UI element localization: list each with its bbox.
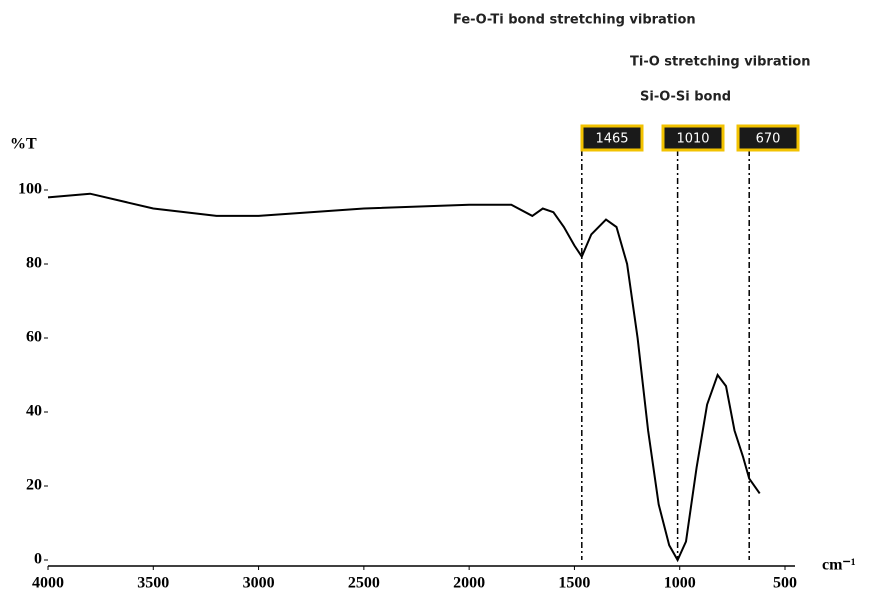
- y-tick-label: 80: [26, 255, 42, 272]
- y-tick-label: 0: [34, 551, 42, 568]
- y-tick-label: 20: [26, 477, 42, 494]
- y-tick-label: 40: [26, 403, 42, 420]
- y-tick-label: 60: [26, 329, 42, 346]
- x-tick-label: 4000: [32, 575, 64, 592]
- y-tick-label: 100: [18, 181, 42, 198]
- y-axis-label: %T: [10, 136, 37, 153]
- annotation: Si-O-Si bond: [640, 90, 731, 105]
- x-tick-label: 3500: [137, 575, 169, 592]
- peak-label: 1010: [676, 132, 709, 147]
- x-tick-label: 1500: [558, 575, 590, 592]
- x-tick-label: 500: [773, 575, 797, 592]
- x-tick-label: 1000: [664, 575, 696, 592]
- spectrum-line: [47, 192, 761, 563]
- peak-label: 670: [756, 132, 781, 147]
- x-axis-label: cm⁻¹: [822, 557, 856, 574]
- x-tick-label: 2000: [453, 575, 485, 592]
- annotation: Fe-O-Ti bond stretching vibration: [453, 13, 696, 28]
- x-tick-label: 2500: [348, 575, 380, 592]
- annotation: Ti-O stretching vibration: [630, 55, 810, 70]
- peak-label: 1465: [595, 132, 628, 147]
- peak-box: [736, 124, 800, 152]
- x-tick-label: 3000: [243, 575, 275, 592]
- peak-box: [580, 124, 644, 152]
- peak-box: [661, 124, 725, 152]
